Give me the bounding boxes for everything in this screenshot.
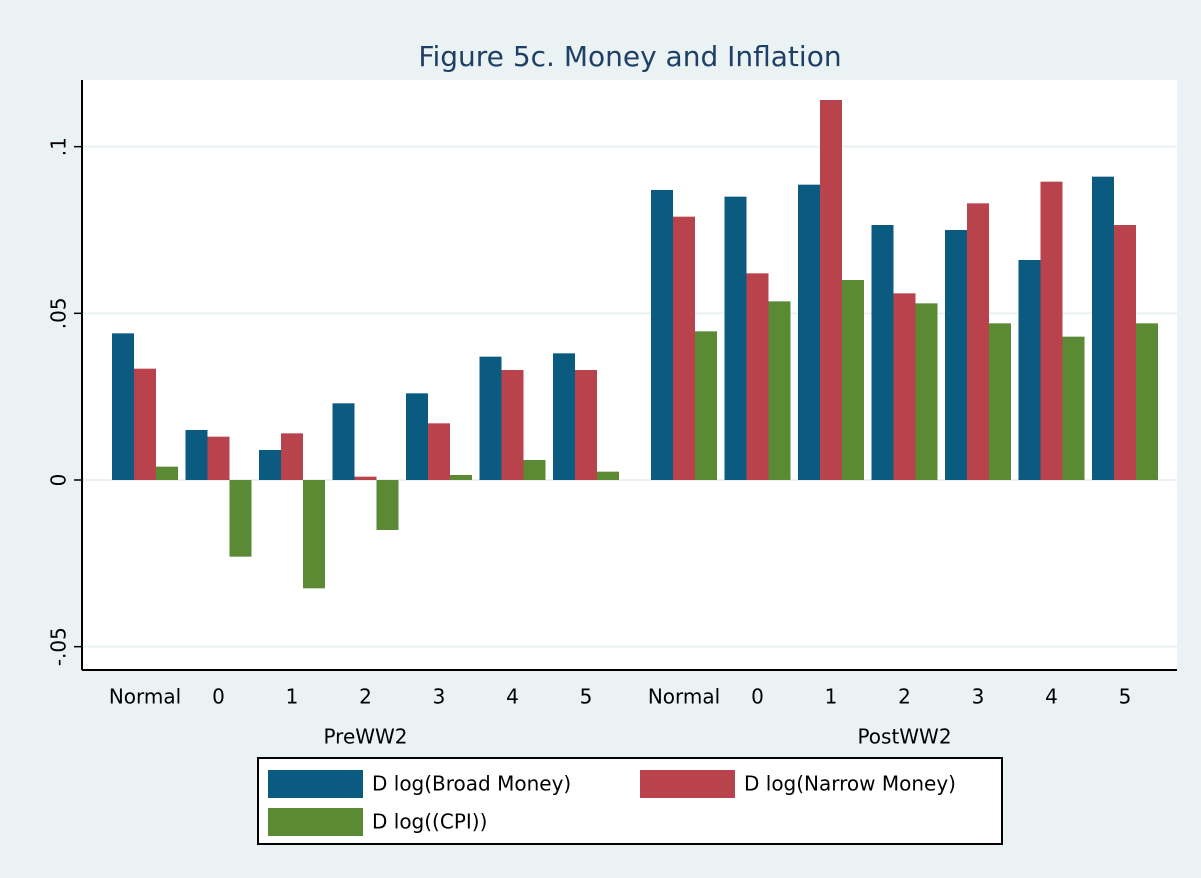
x-tick-label: Normal xyxy=(648,685,720,709)
group-label: PreWW2 xyxy=(323,725,407,749)
x-tick-label: 2 xyxy=(359,685,372,709)
bar xyxy=(842,280,864,480)
x-tick-label: 0 xyxy=(212,685,225,709)
y-tick-label: .05 xyxy=(47,297,71,329)
bar xyxy=(871,225,894,480)
legend-label: D log(Narrow Money) xyxy=(744,772,956,796)
bar xyxy=(695,331,717,480)
bar xyxy=(746,273,769,480)
bar xyxy=(798,184,820,480)
legend-swatch xyxy=(268,770,363,798)
bar xyxy=(945,230,967,480)
plot-area xyxy=(82,80,1177,670)
bar xyxy=(651,190,673,480)
bar xyxy=(332,403,355,480)
legend-label: D log((CPI)) xyxy=(372,810,487,834)
bar xyxy=(575,370,597,480)
bar xyxy=(207,436,230,480)
bar xyxy=(820,100,842,480)
legend-swatch xyxy=(268,808,363,836)
x-tick-label: 4 xyxy=(1045,685,1058,709)
bar xyxy=(893,293,916,480)
bar xyxy=(915,303,938,480)
bar xyxy=(259,450,281,480)
chart-title: Figure 5c. Money and Inflation xyxy=(418,40,841,73)
bar xyxy=(229,480,252,557)
x-tick-label: Normal xyxy=(109,685,181,709)
x-tick-label: 5 xyxy=(1119,685,1132,709)
x-tick-label: 5 xyxy=(580,685,593,709)
bar xyxy=(303,480,325,589)
x-tick-label: 4 xyxy=(506,685,519,709)
bar xyxy=(450,475,472,480)
bar xyxy=(989,323,1011,480)
bar xyxy=(406,393,428,480)
bar xyxy=(673,216,695,480)
bar xyxy=(1136,323,1158,480)
legend-swatch xyxy=(640,770,735,798)
bar xyxy=(967,203,989,481)
bar xyxy=(597,471,619,480)
x-tick-label: 3 xyxy=(433,685,446,709)
legend xyxy=(257,757,1003,845)
y-tick-label: 0 xyxy=(47,474,71,487)
bar xyxy=(428,423,450,480)
bar xyxy=(479,356,502,480)
bar xyxy=(501,370,524,480)
bar xyxy=(1114,225,1136,480)
x-tick-label: 1 xyxy=(286,685,299,709)
x-tick-label: 3 xyxy=(972,685,985,709)
bar xyxy=(354,476,377,480)
bar xyxy=(156,466,178,480)
x-tick-label: 0 xyxy=(751,685,764,709)
bar xyxy=(281,433,303,480)
x-tick-label: 1 xyxy=(825,685,838,709)
legend-label: D log(Broad Money) xyxy=(372,772,571,796)
bar xyxy=(134,368,156,480)
bar xyxy=(376,480,399,530)
bar xyxy=(1062,336,1085,480)
bar xyxy=(724,196,747,480)
bar xyxy=(1092,176,1114,480)
y-tick-label: -.05 xyxy=(47,627,71,666)
bar xyxy=(185,430,208,480)
y-tick-label: .1 xyxy=(47,137,71,156)
bar xyxy=(523,460,546,480)
bar xyxy=(768,301,791,480)
group-label: PostWW2 xyxy=(857,725,951,749)
x-tick-label: 2 xyxy=(898,685,911,709)
bar xyxy=(1018,260,1041,480)
bar xyxy=(112,333,134,480)
bar xyxy=(1040,181,1063,480)
bar xyxy=(553,353,575,480)
